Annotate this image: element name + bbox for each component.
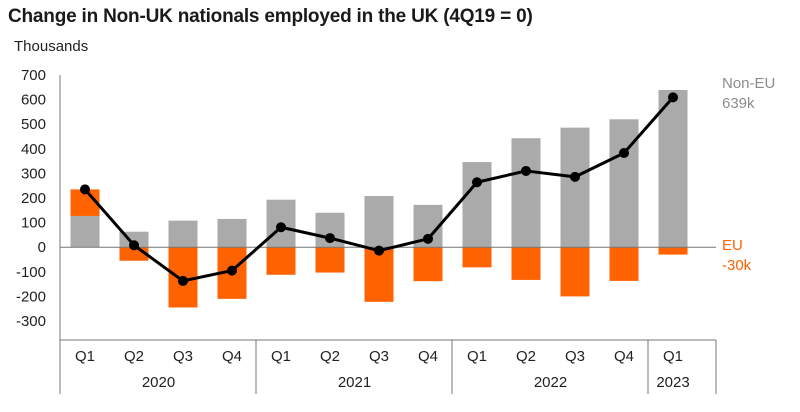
- y-tick-label: 500: [21, 116, 46, 133]
- total-point: [521, 165, 531, 176]
- bar-eu: [560, 247, 590, 297]
- bar-eu: [658, 247, 688, 255]
- total-point: [325, 233, 335, 244]
- bar-eu: [266, 247, 296, 275]
- eu-label: EU: [722, 237, 743, 254]
- bar-non-eu: [168, 220, 198, 248]
- bar-non-eu: [609, 119, 639, 248]
- total-point: [374, 245, 384, 256]
- bar-eu: [364, 247, 394, 302]
- total-point: [276, 222, 286, 233]
- x-tick-label: Q1: [271, 348, 291, 365]
- y-tick-label: 600: [21, 92, 46, 109]
- y-tick-label: -100: [16, 264, 46, 281]
- bar-non-eu: [462, 162, 492, 248]
- y-axis-ticks: 700 600 500 400 300 200 100 0 -100 -200 -300: [16, 67, 46, 330]
- bar-eu: [315, 247, 345, 273]
- bar-non-eu: [658, 90, 688, 248]
- bar-eu: [462, 247, 492, 268]
- total-point: [80, 184, 90, 195]
- x-tick-label: Q2: [124, 348, 144, 365]
- year-label: 2023: [656, 374, 689, 391]
- x-tick-label: Q3: [369, 348, 389, 365]
- eu-annotation: EU -30k: [722, 236, 751, 276]
- x-tick-label: Q1: [663, 348, 683, 365]
- bar-non-eu: [70, 215, 100, 248]
- bar-eu: [609, 247, 639, 281]
- total-point: [423, 233, 433, 244]
- chart-title: Change in Non-UK nationals employed in t…: [8, 6, 533, 27]
- bar-non-eu: [217, 218, 247, 248]
- eu-value: -30k: [722, 257, 752, 274]
- x-tick-label: Q4: [418, 348, 438, 365]
- bars: [70, 90, 688, 308]
- bar-non-eu: [560, 127, 590, 248]
- year-label: 2021: [338, 374, 371, 391]
- total-line: [80, 92, 678, 286]
- x-axis-ticks: Q1 Q2 Q3 Q4 Q1 Q2 Q3 Q4 Q1 Q2 Q3 Q4 Q1 2020 2021 2022 20…: [75, 348, 690, 391]
- total-point: [129, 240, 139, 251]
- y-tick-label: 0: [38, 239, 46, 256]
- bar-eu: [511, 247, 541, 280]
- x-tick-label: Q3: [565, 348, 585, 365]
- y-tick-label: -200: [16, 288, 46, 305]
- y-axis-unit-label: Thousands: [14, 38, 89, 55]
- y-tick-label: 200: [21, 190, 46, 207]
- total-point: [668, 92, 678, 103]
- y-tick-label: 100: [21, 215, 46, 232]
- bar-non-eu: [364, 196, 394, 248]
- total-point: [227, 265, 237, 276]
- bar-eu: [413, 247, 443, 282]
- bar-non-eu: [511, 138, 541, 248]
- total-point: [570, 171, 580, 182]
- non-eu-value: 639k: [722, 95, 755, 112]
- x-tick-label: Q4: [614, 348, 634, 365]
- total-point: [178, 275, 188, 286]
- x-tick-label: Q1: [467, 348, 487, 365]
- y-tick-label: -300: [16, 313, 46, 330]
- total-point: [472, 177, 482, 188]
- non-eu-label: Non-EU: [722, 75, 776, 92]
- y-tick-label: 400: [21, 141, 46, 158]
- x-tick-label: Q2: [320, 348, 340, 365]
- non-eu-annotation: Non-EU 639k: [722, 74, 775, 114]
- y-tick-label: 700: [21, 67, 46, 84]
- x-tick-label: Q4: [222, 348, 242, 365]
- year-label: 2020: [142, 374, 175, 391]
- y-tick-label: 300: [21, 165, 46, 182]
- total-point: [619, 147, 629, 158]
- x-tick-label: Q3: [173, 348, 193, 365]
- x-tick-label: Q1: [75, 348, 95, 365]
- year-label: 2022: [534, 374, 567, 391]
- x-tick-label: Q2: [516, 348, 536, 365]
